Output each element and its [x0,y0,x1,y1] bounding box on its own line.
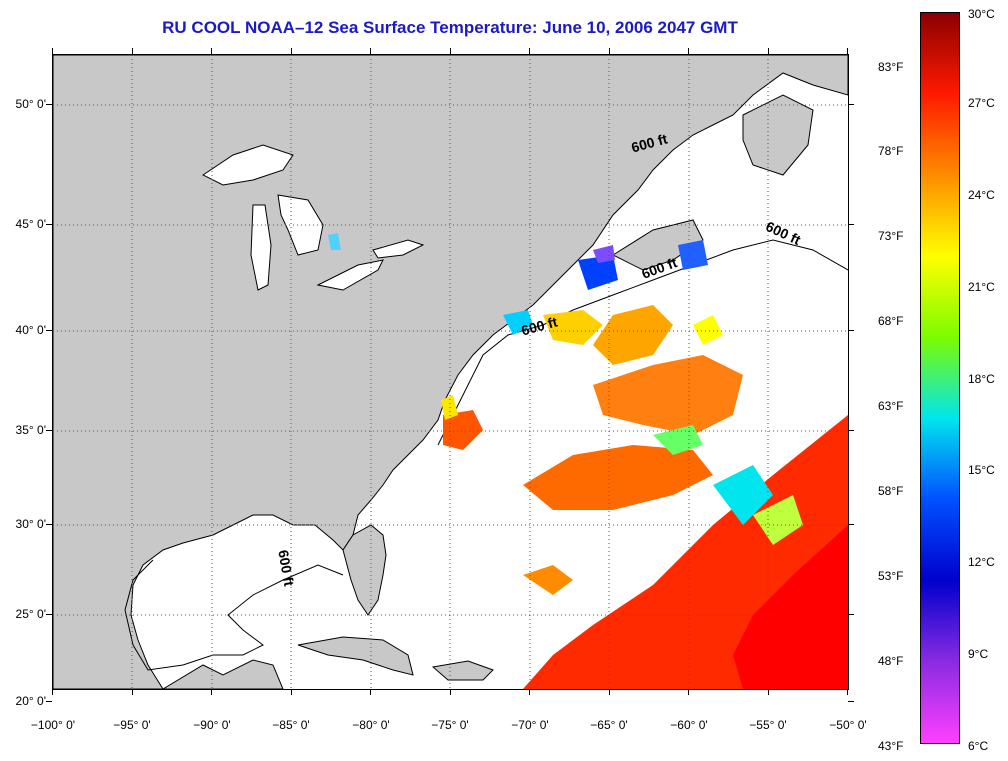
lake-ontario [372,239,425,259]
florida-land [342,524,387,616]
lat-tick [46,701,52,702]
lon-tick [211,48,212,54]
lat-tick [848,330,854,331]
colorbar-f-78: 78°F [878,144,904,158]
lon-tick [52,48,53,54]
colorbar-f-73: 73°F [878,229,904,243]
lon-label-75: −75° 0' [431,718,469,732]
lat-tick [46,330,52,331]
yucatan-land [162,659,284,689]
lon-tick [767,48,769,54]
hispaniola-land [431,660,494,681]
lat-label-40: 40° 0' [15,323,46,337]
lat-label-35: 35° 0' [15,423,46,437]
lat-tick [46,224,52,225]
lat-tick [848,430,854,431]
lon-label-85: −85° 0' [272,718,310,732]
lon-tick [529,48,530,54]
lon-tick [131,689,133,695]
lon-label-55: −55° 0' [749,718,787,732]
lat-tick [46,104,52,105]
newfoundland-land [742,94,814,176]
lon-label-100: −100° 0' [30,718,76,732]
lat-tick [848,524,854,525]
lon-tick [767,689,769,695]
lon-tick [52,689,53,695]
colorbar-c-6: 6°C [968,739,989,753]
colorbar-c-30: 30°C [968,7,995,21]
lon-tick [290,48,292,54]
colorbar-c-15: 15°C [968,463,995,477]
lon-tick [449,48,451,54]
lat-tick [46,430,52,431]
lon-label-95: −95° 0' [113,718,151,732]
lon-label-60: −60° 0' [670,718,708,732]
lon-tick [211,689,212,695]
lat-label-30: 30° 0' [15,517,46,531]
sst-overlay [328,233,848,689]
lake-superior [202,144,294,186]
colorbar-f-53: 53°F [878,569,904,583]
lon-tick [847,48,848,54]
lat-label-45: 45° 0' [15,217,46,231]
atlantic-600ft-contour [437,239,848,446]
colorbar-f-43: 43°F [878,739,904,753]
colorbar-c-27: 27°C [968,96,995,110]
lon-tick [290,689,292,695]
colorbar-f-83: 83°F [878,60,904,74]
map-canvas [53,55,848,689]
lon-tick [529,689,530,695]
lon-tick [131,48,133,54]
colorbar-c-24: 24°C [968,188,995,202]
lon-tick [688,48,689,54]
lon-label-65: −65° 0' [590,718,628,732]
lat-tick [848,614,854,615]
lake-erie [316,259,384,291]
lon-label-50: −50° 0' [829,718,867,732]
graticule [53,55,848,689]
gulf-600ft-contour [124,559,344,671]
temperature-colorbar [920,12,960,744]
lon-tick [370,48,371,54]
colorbar-f-48: 48°F [878,654,904,668]
colorbar-f-63: 63°F [878,399,904,413]
colorbar-f-58: 58°F [878,484,904,498]
lat-tick [848,224,854,225]
lon-tick [449,689,451,695]
lat-label-25: 25° 0' [15,607,46,621]
lon-tick [370,689,371,695]
lat-label-20: 20° 0' [15,694,46,708]
lon-label-80: −80° 0' [352,718,390,732]
cuba-land [297,636,414,676]
lon-tick [688,689,689,695]
colorbar-c-12: 12°C [968,555,995,569]
lat-label-50: 50° 0' [15,97,46,111]
sst-map: 600 ft 600 ft 600 ft 600 ft 600 ft [52,54,849,690]
lake-michigan [250,204,272,291]
colorbar-c-21: 21°C [968,280,995,294]
colorbar-c-18: 18°C [968,372,995,386]
map-title: RU COOL NOAA–12 Sea Surface Temperature:… [162,18,738,37]
lon-tick [847,689,848,695]
lat-tick [848,701,854,702]
lat-tick [46,614,52,615]
lat-tick [46,524,52,525]
colorbar-c-9: 9°C [968,647,989,661]
lon-label-90: −90° 0' [193,718,231,732]
colorbar-f-68: 68°F [878,314,904,328]
lon-tick [608,689,610,695]
lon-tick [608,48,610,54]
lat-tick [848,104,854,105]
lon-label-70: −70° 0' [511,718,549,732]
lake-huron [277,194,324,256]
